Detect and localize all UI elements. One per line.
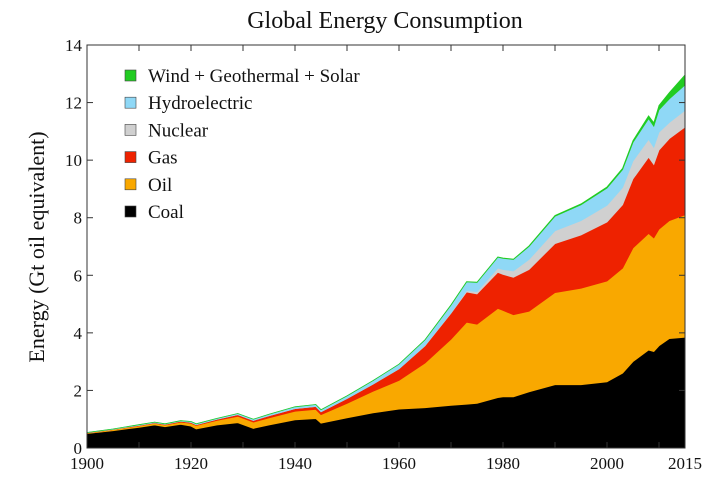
y-tick-label: 6	[74, 266, 83, 285]
x-tick-label: 1940	[278, 454, 312, 473]
chart-title: Global Energy Consumption	[247, 8, 523, 34]
x-tick-label: 1960	[382, 454, 416, 473]
legend-swatch	[124, 205, 137, 218]
legend-label: Nuclear	[148, 120, 209, 141]
y-axis: 0 2 4 6 8 10 12 14	[65, 36, 685, 458]
x-tick-label: 2000	[590, 454, 624, 473]
legend-swatch	[124, 69, 137, 82]
legend-label: Hydroelectric	[148, 93, 252, 114]
legend-label: Oil	[148, 175, 172, 196]
y-tick-label: 4	[74, 324, 83, 343]
x-tick-label: 1900	[70, 454, 104, 473]
legend-swatch	[124, 178, 137, 191]
x-tick-label: 2015	[668, 454, 702, 473]
y-tick-label: 2	[74, 381, 83, 400]
y-tick-label: 8	[74, 209, 83, 228]
y-tick-label: 10	[65, 151, 82, 170]
y-tick-label: 14	[65, 36, 83, 55]
y-tick-label: 0	[74, 439, 83, 458]
y-tick-label: 12	[65, 94, 82, 113]
legend-swatch	[124, 96, 137, 109]
plot-frame	[86, 44, 686, 449]
legend: Wind + Geothermal + Solar Hydroelectric Nu…	[124, 66, 360, 223]
legend-swatch	[124, 124, 137, 136]
legend-swatch	[124, 151, 137, 163]
x-tick-label: 1980	[486, 454, 520, 473]
legend-label: Coal	[148, 202, 184, 223]
x-axis: 1900 1920 1940 1960 1980 2000 2015	[70, 45, 702, 473]
legend-label: Gas	[148, 148, 178, 169]
legend-label: Wind + Geothermal + Solar	[148, 66, 360, 87]
y-axis-label: Energy (Gt oil equivalent)	[24, 131, 49, 362]
x-tick-label: 1920	[174, 454, 208, 473]
